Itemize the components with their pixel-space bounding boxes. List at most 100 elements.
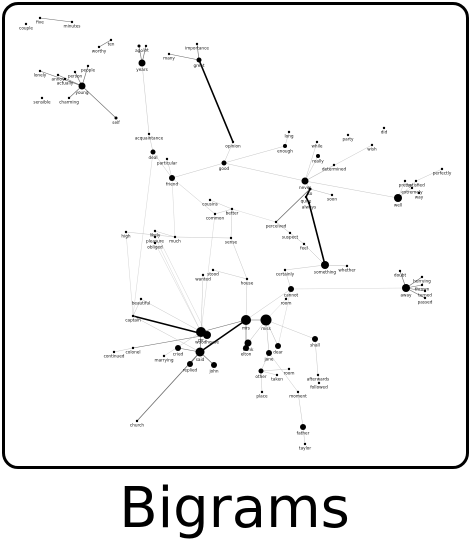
node-label-minutes: minutes [64, 24, 81, 29]
edge-moment-father [297, 391, 304, 428]
node-label-suspect: suspect [282, 235, 299, 240]
node-well [394, 194, 402, 202]
node-label-church: church [130, 423, 145, 428]
node-pleasure [153, 235, 157, 239]
node-perceived [274, 220, 278, 224]
node-label-young: young [75, 90, 88, 95]
node-label-john: john [208, 369, 218, 374]
node-cannot [288, 286, 294, 292]
edge-other-room2 [260, 368, 290, 372]
node-suspect [288, 231, 292, 235]
node-label-importance: importance [185, 46, 209, 51]
edge-much-likely [154, 230, 176, 238]
node-elton [243, 345, 249, 351]
node-actually [63, 77, 67, 81]
node-enough [283, 144, 287, 148]
node-label-wanted: wanted [195, 277, 211, 282]
node-father [300, 424, 306, 430]
node-label-shall: shall [310, 343, 320, 348]
node-label-charming: charming [59, 100, 79, 105]
node-label-ten: ten [108, 42, 115, 47]
node-label-long: long [284, 134, 293, 139]
node-something [321, 261, 329, 269]
node-did [382, 126, 386, 130]
node-label-elton: elton [241, 352, 252, 357]
node-passed [423, 296, 427, 300]
node-whether [345, 264, 349, 268]
node-label-worthy: worthy [92, 49, 107, 54]
node-acquaintance [147, 132, 151, 136]
node-much [173, 235, 177, 239]
edge-years-acquaintance [141, 62, 150, 135]
edge-sense-house [230, 237, 248, 280]
node-great [196, 57, 202, 63]
edge-so-perceived [275, 188, 311, 223]
node-label-soon: soon [327, 197, 337, 202]
node-label-common: common [206, 216, 225, 221]
edge-sense-much [174, 236, 232, 239]
node-label-enough: enough [277, 149, 293, 154]
node-sense [229, 236, 233, 240]
edge-captain-woodhouse [132, 315, 208, 336]
edge-so-soon [309, 188, 333, 196]
node-label-wish: wish [367, 147, 377, 152]
node-label-father: father [297, 431, 310, 436]
edge-good-never [223, 162, 306, 182]
edge-mr-mrs [200, 319, 247, 333]
edge-friend-much [171, 177, 176, 238]
node-label-mrs: mrs [242, 326, 250, 331]
node-high [124, 230, 128, 234]
node-minutes [70, 20, 74, 24]
node-label-beautiful: beautiful [132, 301, 151, 306]
node-label-away: away [400, 293, 412, 298]
node-label-taylor: taylor [299, 446, 311, 451]
edge-something-certainly [284, 264, 326, 271]
node-so [308, 187, 312, 191]
edge-continued-colonel [113, 347, 134, 353]
node-obliged [153, 241, 157, 245]
edge-annoy-young [57, 74, 83, 87]
edge-while-never [304, 141, 318, 182]
edge-high-captain [125, 231, 134, 317]
node-label-well: well [394, 203, 402, 208]
edge-beautiful-captain [132, 298, 142, 317]
node-other [258, 368, 264, 374]
edge-stood-house [212, 269, 248, 280]
node-label-certainly: certainly [276, 272, 295, 277]
edge-five-minutes [39, 17, 73, 23]
node-label-determined: determined [322, 167, 347, 172]
node-label-cousins: cousins [202, 202, 218, 207]
edge-away-cannot [290, 287, 407, 290]
node-worthy [97, 45, 101, 49]
node-label-while: while [312, 144, 323, 149]
node-lonely [38, 69, 42, 73]
node-people [86, 64, 90, 68]
node-label-other: other [255, 374, 266, 379]
node-wanted [201, 273, 205, 277]
node-away [402, 284, 410, 292]
edge-deal-friend [152, 151, 173, 179]
node-shall [312, 336, 318, 342]
node-label-satisfied: satisfied [407, 183, 425, 188]
edge-suspect-feel [289, 232, 305, 245]
node-label-acquaintance: acquaintance [135, 136, 164, 141]
node-years [138, 59, 146, 67]
node-label-feel: feel [300, 246, 308, 251]
node-determined [332, 163, 336, 167]
node-label-did: did [381, 130, 388, 135]
edge-better-sense [230, 208, 233, 239]
node-label-really: really [312, 159, 324, 164]
edge-other-place [260, 370, 263, 393]
node-never [301, 177, 309, 185]
node-label-miss: miss [261, 326, 271, 331]
node-frank [244, 339, 252, 347]
edge-great-opinion [198, 59, 234, 143]
edge-acquaintance-deal [148, 133, 154, 153]
edge-certainly-cannot [284, 269, 292, 290]
edge-pleasure-mr [154, 236, 202, 333]
edge-importance-great [196, 43, 200, 61]
node-label-mr: mr [198, 338, 204, 343]
node-label-many: many [163, 56, 175, 61]
